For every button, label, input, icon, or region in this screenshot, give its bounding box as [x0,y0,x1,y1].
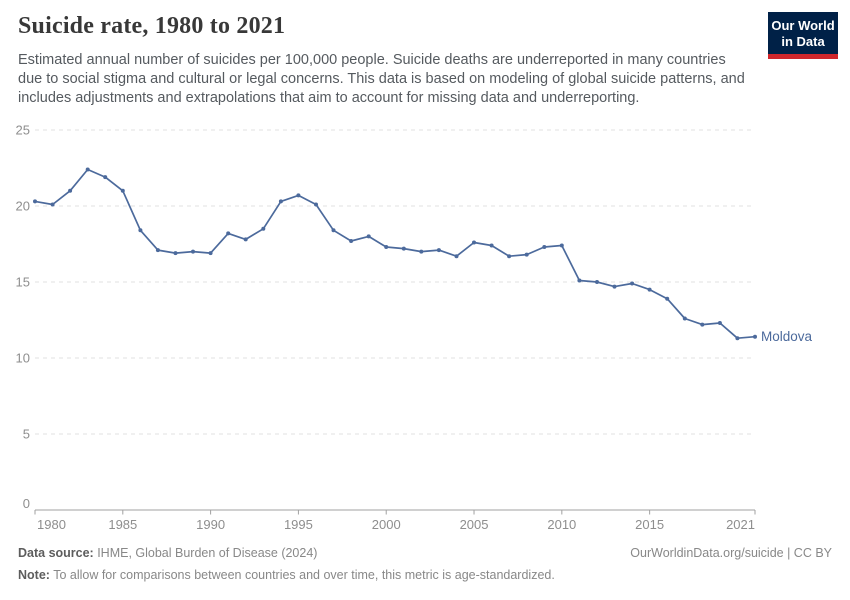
x-tick-label: 2021 [726,517,755,532]
data-point[interactable] [507,254,512,259]
data-point[interactable] [472,240,476,245]
data-point[interactable] [647,287,652,292]
data-source-label: Data source: [18,546,94,560]
x-tick-label: 1985 [108,517,137,532]
data-point[interactable] [120,188,125,193]
x-tick-label: 2015 [635,517,664,532]
data-point[interactable] [559,243,564,248]
data-point[interactable] [331,228,336,233]
data-point[interactable] [384,245,389,249]
data-point[interactable] [524,252,529,257]
y-tick-label: 25 [16,123,30,138]
x-tick-label: 1995 [284,517,313,532]
data-point[interactable] [419,249,424,254]
data-point[interactable] [278,199,283,204]
note-value: To allow for comparisons between countri… [49,568,555,582]
owid-logo-line1: Our World [771,18,835,33]
data-point[interactable] [700,322,705,327]
series-entity-label[interactable]: Moldova [761,329,813,344]
data-point[interactable] [735,336,740,341]
data-point[interactable] [296,193,301,198]
y-tick-label: 10 [16,351,30,366]
x-tick-label: 1980 [37,517,66,532]
data-point[interactable] [85,167,90,172]
data-point[interactable] [489,243,494,248]
data-point[interactable] [436,248,441,253]
y-tick-label: 0 [23,496,30,511]
owid-logo-line2: in Data [781,34,825,49]
data-point[interactable] [155,248,160,253]
data-point[interactable] [366,234,371,239]
note-label: Note: [18,568,50,582]
data-point[interactable] [577,278,582,283]
data-point[interactable] [226,231,231,236]
chart-footer: Data source: IHME, Global Burden of Dise… [18,545,832,584]
data-point[interactable] [50,202,55,207]
data-point[interactable] [138,228,143,233]
x-tick-label: 2010 [547,517,576,532]
data-source-line: Data source: IHME, Global Burden of Dise… [18,545,317,562]
data-point[interactable] [68,188,73,193]
data-point[interactable] [630,281,635,286]
data-point[interactable] [682,316,687,321]
chart-subtitle: Estimated annual number of suicides per … [18,52,745,106]
data-point[interactable] [612,284,617,289]
data-point[interactable] [717,321,722,325]
y-tick-label: 5 [23,427,30,442]
owid-link[interactable]: OurWorldinData.org/suicide | CC BY [630,546,832,560]
data-point[interactable] [595,280,599,284]
page-title: Suicide rate, 1980 to 2021 [18,13,286,39]
data-point[interactable] [753,334,757,339]
data-point[interactable] [33,199,37,204]
data-point[interactable] [665,296,670,301]
owid-logo[interactable]: Our World in Data [768,12,838,59]
data-point[interactable] [314,202,318,207]
data-point[interactable] [208,251,213,256]
data-point[interactable] [191,249,195,254]
data-point[interactable] [542,245,547,249]
data-point[interactable] [173,251,178,256]
x-tick-label: 2000 [372,517,401,532]
data-point[interactable] [401,246,406,251]
series-line[interactable] [34,168,756,340]
data-point[interactable] [454,254,459,259]
data-point[interactable] [103,175,108,180]
data-point[interactable] [261,226,266,231]
data-point[interactable] [243,237,248,242]
y-tick-label: 20 [16,199,30,214]
x-tick-label: 1990 [196,517,225,532]
data-point[interactable] [349,239,354,243]
y-tick-label: 15 [16,275,30,290]
note-line: Note: To allow for comparisons between c… [18,567,832,584]
x-tick-label: 2005 [460,517,489,532]
data-source-value: IHME, Global Burden of Disease (2024) [93,546,318,560]
